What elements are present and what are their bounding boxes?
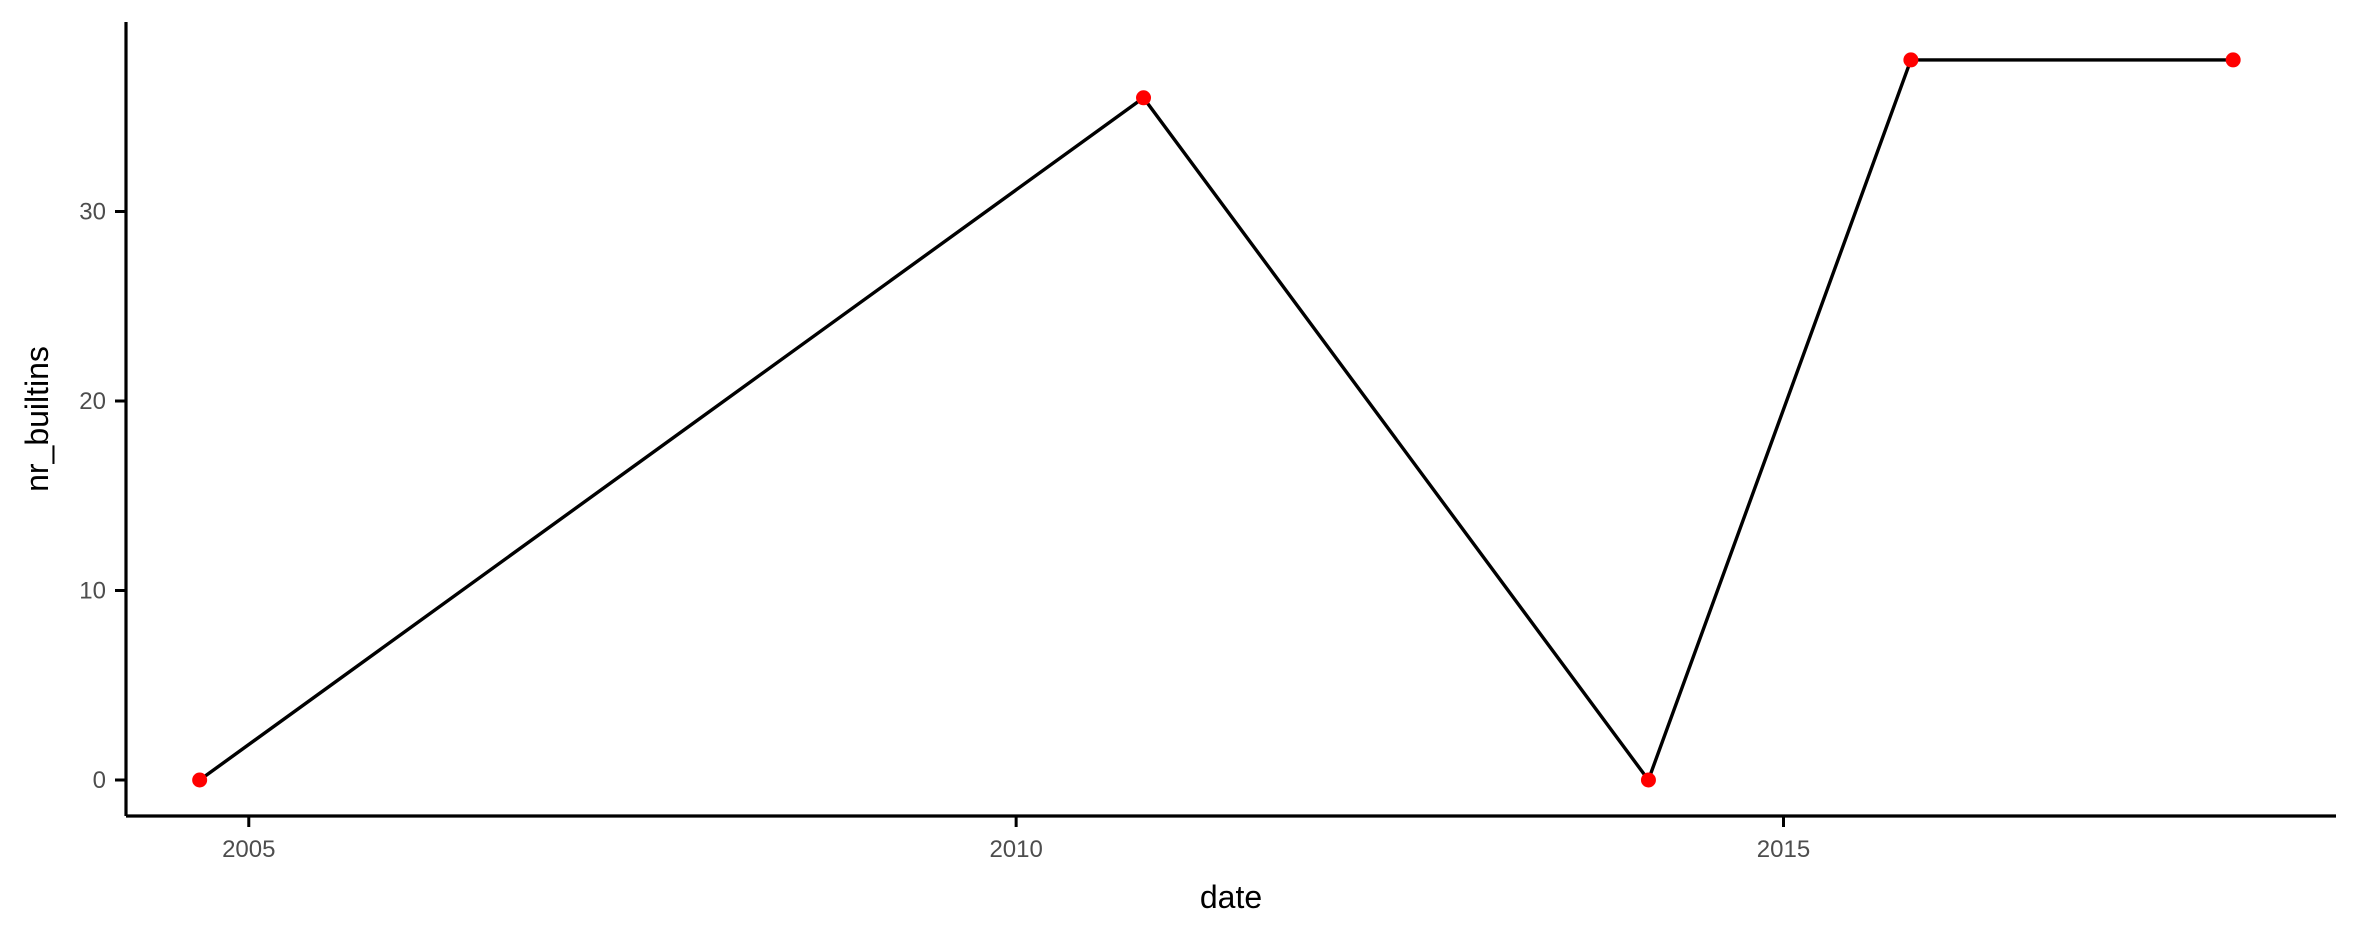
x-tick-label: 2015 bbox=[1757, 836, 1810, 863]
data-point bbox=[192, 772, 208, 788]
data-point bbox=[1136, 90, 1152, 106]
data-point bbox=[2225, 52, 2241, 68]
data-point bbox=[1640, 772, 1656, 788]
x-tick-label: 2005 bbox=[222, 836, 275, 863]
plot-area bbox=[192, 52, 2241, 788]
y-tick-label: 20 bbox=[79, 388, 106, 415]
y-axis-title: nr_builtins bbox=[19, 346, 55, 492]
y-tick-label: 10 bbox=[79, 577, 106, 604]
x-tick-label: 2010 bbox=[989, 836, 1042, 863]
y-axis-ticks: 0 10 20 30 bbox=[79, 198, 126, 794]
x-axis-title: date bbox=[1200, 879, 1262, 915]
y-tick-label: 0 bbox=[93, 767, 106, 794]
series-line bbox=[198, 58, 2234, 782]
axes bbox=[124, 22, 2336, 818]
x-axis-ticks: 2005 2010 2015 bbox=[222, 816, 1810, 863]
data-point bbox=[1903, 52, 1919, 68]
y-tick-label: 30 bbox=[79, 198, 106, 225]
